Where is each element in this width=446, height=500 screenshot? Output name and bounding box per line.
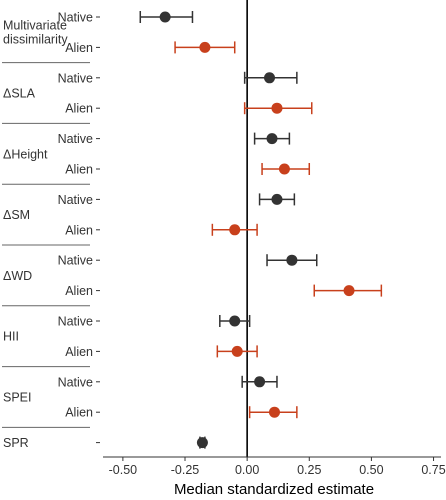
row-label-native: Native <box>58 132 93 146</box>
point-estimate-native <box>264 72 276 84</box>
row-label-native: Native <box>58 315 93 329</box>
group-label: Multivariate <box>3 19 67 33</box>
group-label: dissimilarity <box>3 33 68 47</box>
point-estimate-alien <box>278 163 290 175</box>
point-estimate-alien <box>268 406 280 418</box>
point-estimate-alien <box>231 345 243 357</box>
row-label-alien: Alien <box>65 223 93 237</box>
point-estimate-native <box>266 133 278 145</box>
row-label-alien: Alien <box>65 406 93 420</box>
row-label-alien: Alien <box>65 163 93 177</box>
point-estimate-alien <box>271 102 283 114</box>
row-label-native: Native <box>58 254 93 268</box>
point-estimate-native <box>229 315 241 327</box>
group-label: ΔSM <box>3 208 30 222</box>
group-label: ΔSLA <box>3 87 36 101</box>
x-tick-label: -0.25 <box>171 463 200 477</box>
row-label-native: Native <box>58 193 93 207</box>
group-label: HII <box>3 330 19 344</box>
group-label: SPR <box>3 436 29 450</box>
point-estimate-native <box>196 437 208 449</box>
row-label-alien: Alien <box>65 284 93 298</box>
point-estimate-native <box>159 11 171 23</box>
point-estimate-alien <box>199 41 211 53</box>
group-label: ΔWD <box>3 269 32 283</box>
point-estimate-alien <box>343 285 355 297</box>
point-estimate-alien <box>229 224 241 236</box>
x-tick-label: 0.75 <box>421 463 445 477</box>
row-label-alien: Alien <box>65 41 93 55</box>
point-estimate-native <box>271 193 283 205</box>
row-label-alien: Alien <box>65 345 93 359</box>
row-label-native: Native <box>58 375 93 389</box>
x-tick-label: 0.00 <box>235 463 259 477</box>
x-tick-label: 0.25 <box>297 463 321 477</box>
x-tick-label: 0.50 <box>359 463 383 477</box>
point-estimate-native <box>286 254 298 266</box>
row-label-native: Native <box>58 71 93 85</box>
row-label-native: Native <box>58 11 93 25</box>
group-label: SPEI <box>3 391 32 405</box>
x-tick-label: -0.50 <box>109 463 138 477</box>
x-axis-title: Median standardized estimate <box>174 481 374 498</box>
group-label: ΔHeight <box>3 147 48 161</box>
row-label-alien: Alien <box>65 102 93 116</box>
point-estimate-native <box>254 376 266 388</box>
